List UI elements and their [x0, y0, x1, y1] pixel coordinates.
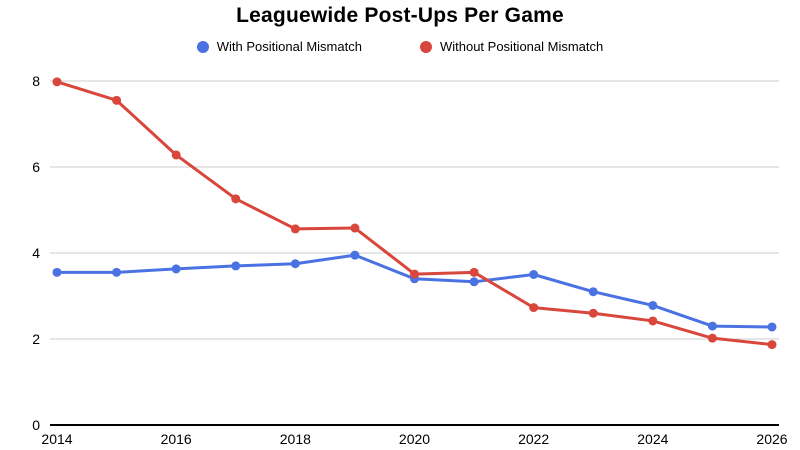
x-axis-tick-label: 2024 — [637, 431, 668, 447]
legend-marker-without-mismatch-icon — [419, 40, 432, 53]
y-axis-tick-label: 2 — [32, 331, 40, 347]
data-point-without-mismatch[interactable] — [231, 194, 241, 204]
legend-marker-with-mismatch-icon — [196, 40, 209, 53]
data-point-without-mismatch[interactable] — [588, 308, 598, 318]
chart-title: Leaguewide Post-Ups Per Game — [236, 4, 564, 27]
data-point-without-mismatch[interactable] — [707, 333, 717, 343]
data-point-with-mismatch[interactable] — [529, 270, 539, 279]
data-point-without-mismatch[interactable] — [350, 223, 360, 233]
y-axis-tick-label: 0 — [32, 417, 40, 433]
y-axis-tick-label: 6 — [32, 159, 40, 175]
data-point-with-mismatch[interactable] — [648, 300, 658, 310]
legend-label-with-mismatch: With Positional Mismatch — [216, 39, 362, 54]
data-point-without-mismatch[interactable] — [112, 95, 122, 105]
data-point-with-mismatch[interactable] — [767, 322, 777, 332]
x-axis-tick-label: 2016 — [161, 431, 192, 447]
data-point-without-mismatch[interactable] — [529, 303, 539, 313]
data-point-without-mismatch[interactable] — [648, 316, 658, 326]
data-point-without-mismatch[interactable] — [410, 269, 419, 279]
x-axis-tick-label: 2014 — [41, 431, 72, 447]
data-point-without-mismatch[interactable] — [171, 150, 181, 160]
y-axis-tick-label: 8 — [32, 73, 40, 89]
x-axis-tick-label: 2020 — [399, 431, 430, 447]
data-point-with-mismatch[interactable] — [290, 259, 300, 269]
legend-item-without-mismatch: Without Positional Mismatch — [419, 39, 604, 54]
legend: With Positional Mismatch Without Positio… — [0, 39, 800, 54]
series-line-with-mismatch — [55, 253, 774, 329]
data-point-with-mismatch[interactable] — [469, 277, 479, 287]
data-point-without-mismatch[interactable] — [767, 340, 777, 350]
data-point-with-mismatch[interactable] — [350, 250, 360, 260]
data-point-without-mismatch[interactable] — [52, 77, 62, 87]
data-point-with-mismatch[interactable] — [52, 267, 62, 277]
data-point-with-mismatch[interactable] — [171, 264, 181, 274]
data-point-with-mismatch[interactable] — [112, 267, 122, 277]
x-axis-tick-label: 2022 — [518, 431, 549, 447]
data-point-without-mismatch[interactable] — [469, 267, 479, 277]
data-point-without-mismatch[interactable] — [290, 224, 300, 234]
y-axis-tick-label: 4 — [32, 245, 40, 261]
x-axis-tick-label: 2018 — [280, 431, 311, 447]
data-point-with-mismatch[interactable] — [707, 321, 717, 331]
legend-label-without-mismatch: Without Positional Mismatch — [439, 39, 604, 54]
legend-item-with-mismatch: With Positional Mismatch — [196, 39, 362, 54]
x-axis-tick-label: 2026 — [756, 431, 787, 447]
data-point-with-mismatch[interactable] — [588, 287, 598, 297]
series-line-without-mismatch — [55, 80, 774, 347]
data-point-with-mismatch[interactable] — [231, 261, 241, 271]
